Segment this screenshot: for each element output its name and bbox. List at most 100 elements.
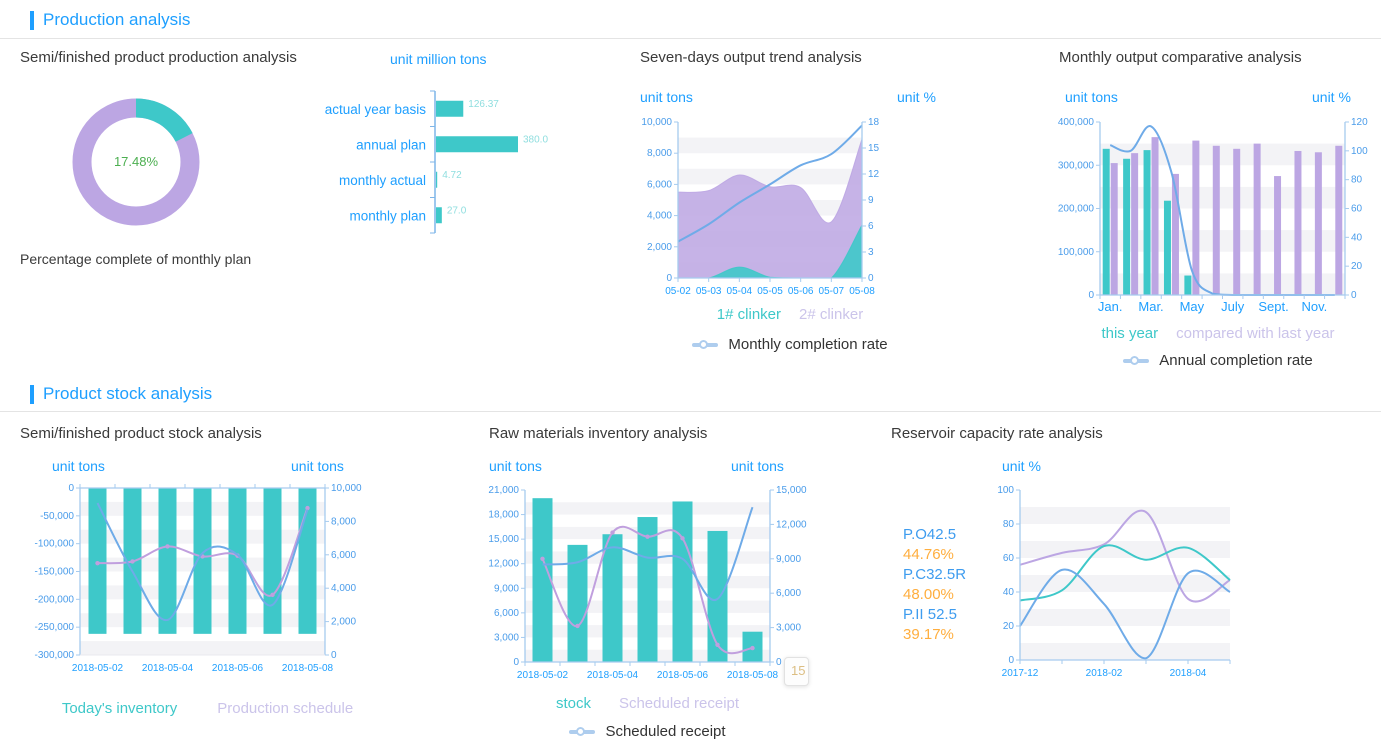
reservoir-chart: 100 80 60 40 20 0 2017-12 2018-02 2018-04: [997, 485, 1231, 679]
panel-title-monthly: Monthly output comparative analysis: [1059, 49, 1302, 66]
svg-text:40: 40: [1351, 232, 1363, 243]
svg-text:400,000: 400,000: [1058, 117, 1095, 128]
svg-text:2018-04: 2018-04: [1170, 668, 1207, 679]
svg-text:9: 9: [868, 195, 874, 206]
section-title: Product stock analysis: [43, 384, 213, 403]
svg-text:Sept.: Sept.: [1258, 299, 1288, 314]
svg-text:-200,000: -200,000: [35, 594, 75, 605]
stock-unit-right: unit tons: [291, 458, 344, 474]
legend-item-1-clinker[interactable]: 1# clinker: [716, 306, 781, 323]
svg-text:2018-02: 2018-02: [1086, 668, 1123, 679]
svg-text:05-02: 05-02: [665, 286, 691, 297]
panel-title-raw: Raw materials inventory analysis: [489, 425, 708, 442]
legend-item-stock[interactable]: stock: [555, 695, 591, 712]
partial-tooltip: 15: [784, 657, 809, 686]
reservoir-labels: P.O42.5 44.76% P.C32.5R 48.00% P.II 52.5…: [903, 525, 966, 645]
svg-text:0: 0: [68, 483, 74, 494]
panel-title-production: Semi/finished product production analysi…: [20, 49, 297, 66]
svg-text:3: 3: [868, 247, 874, 258]
svg-text:2018-05-06: 2018-05-06: [212, 663, 264, 674]
cement-grade-label: P.C32.5R: [903, 566, 967, 583]
svg-text:200,000: 200,000: [1058, 204, 1095, 215]
svg-text:2018-05-04: 2018-05-04: [587, 670, 639, 681]
monthly-comparative-chart: 400,000 300,000 200,000 100,000 0 120 100 80 60 4…: [1058, 117, 1368, 314]
svg-text:05-08: 05-08: [849, 286, 875, 297]
svg-text:Mar.: Mar.: [1138, 299, 1163, 314]
svg-text:8,000: 8,000: [331, 516, 356, 527]
cement-grade-label: P.O42.5: [903, 526, 957, 543]
svg-text:100,000: 100,000: [1058, 247, 1095, 258]
legend-item-production-schedule[interactable]: Production schedule: [217, 700, 354, 717]
svg-text:05-04: 05-04: [727, 286, 753, 297]
legend-item-scheduled-receipt-line[interactable]: Scheduled receipt: [605, 723, 726, 740]
svg-text:9,000: 9,000: [494, 583, 519, 594]
panel-title-stock: Semi/finished product stock analysis: [20, 425, 262, 442]
svg-text:18: 18: [868, 117, 880, 128]
svg-text:100: 100: [997, 485, 1014, 496]
section-title: Production analysis: [43, 10, 191, 29]
svg-text:0: 0: [776, 657, 782, 668]
svg-text:12,000: 12,000: [776, 519, 807, 530]
svg-text:-50,000: -50,000: [40, 511, 74, 522]
svg-text:actual year basis: actual year basis: [325, 102, 427, 117]
svg-text:12: 12: [868, 169, 880, 180]
svg-text:Nov.: Nov.: [1301, 299, 1327, 314]
legend-item-monthly-completion-rate[interactable]: Monthly completion rate: [728, 336, 888, 353]
legend-item-todays-inventory[interactable]: Today's inventory: [61, 700, 178, 717]
svg-text:monthly plan: monthly plan: [349, 208, 426, 223]
svg-text:15,000: 15,000: [776, 485, 807, 496]
donut-caption: Percentage complete of monthly plan: [20, 251, 252, 267]
svg-text:60: 60: [1003, 553, 1015, 564]
svg-text:18,000: 18,000: [488, 510, 519, 521]
svg-text:380.0: 380.0: [523, 134, 548, 145]
svg-text:Jan.: Jan.: [1098, 299, 1123, 314]
svg-text:3,000: 3,000: [776, 623, 801, 634]
svg-text:05-03: 05-03: [696, 286, 722, 297]
svg-text:4.72: 4.72: [442, 170, 462, 181]
section-accent-bar: [30, 384, 34, 404]
trend-line-legend: Monthly completion rate: [640, 336, 940, 353]
reservoir-unit: unit %: [1002, 458, 1041, 474]
svg-text:6,000: 6,000: [494, 608, 519, 619]
svg-text:monthly actual: monthly actual: [339, 173, 426, 188]
svg-text:21,000: 21,000: [488, 485, 519, 496]
svg-text:6,000: 6,000: [331, 550, 356, 561]
cement-grade-rate: 39.17%: [903, 626, 954, 643]
svg-text:20: 20: [1351, 261, 1363, 272]
cement-grade-label: P.II 52.5: [903, 606, 957, 623]
raw-line-legend: Scheduled receipt: [480, 723, 815, 740]
section-header-production: Production analysis: [30, 10, 190, 30]
section-divider: [0, 411, 1381, 412]
svg-text:2017-12: 2017-12: [1002, 668, 1039, 679]
svg-text:40: 40: [1003, 587, 1015, 598]
svg-text:126.37: 126.37: [468, 99, 499, 110]
legend-item-this-year[interactable]: this year: [1101, 325, 1159, 342]
svg-text:0: 0: [1351, 290, 1357, 301]
svg-text:9,000: 9,000: [776, 554, 801, 565]
trend-chart: 10,000 8,000 6,000 4,000 2,000 0 18 15 12 9 6 3 0 05-…: [641, 117, 880, 297]
legend-item-2-clinker[interactable]: 2# clinker: [799, 306, 864, 323]
svg-text:120: 120: [1351, 117, 1368, 128]
line-series-icon: [1123, 355, 1150, 365]
svg-text:6,000: 6,000: [776, 588, 801, 599]
legend-item-scheduled-receipt[interactable]: Scheduled receipt: [618, 695, 740, 712]
production-hbar-chart: actual year basis 126.37 annual plan 380.0 m…: [325, 90, 548, 234]
svg-text:4,000: 4,000: [331, 583, 356, 594]
legend-item-last-year[interactable]: compared with last year: [1176, 325, 1335, 342]
stock-legend: Today's inventory Production schedule: [30, 700, 385, 717]
svg-text:05-05: 05-05: [757, 286, 783, 297]
stock-unit-left: unit tons: [52, 458, 105, 474]
trend-unit-left: unit tons: [640, 89, 693, 105]
svg-text:05-07: 05-07: [819, 286, 845, 297]
svg-text:100: 100: [1351, 146, 1368, 157]
svg-text:300,000: 300,000: [1058, 160, 1095, 171]
cement-grade-rate: 48.00%: [903, 586, 954, 603]
raw-unit-right: unit tons: [731, 458, 784, 474]
svg-text:2,000: 2,000: [647, 242, 672, 253]
svg-text:2018-05-02: 2018-05-02: [72, 663, 124, 674]
svg-text:4,000: 4,000: [647, 211, 672, 222]
legend-item-annual-completion-rate[interactable]: Annual completion rate: [1159, 352, 1313, 369]
monthly-unit-left: unit tons: [1065, 89, 1118, 105]
svg-text:-300,000: -300,000: [35, 650, 75, 661]
